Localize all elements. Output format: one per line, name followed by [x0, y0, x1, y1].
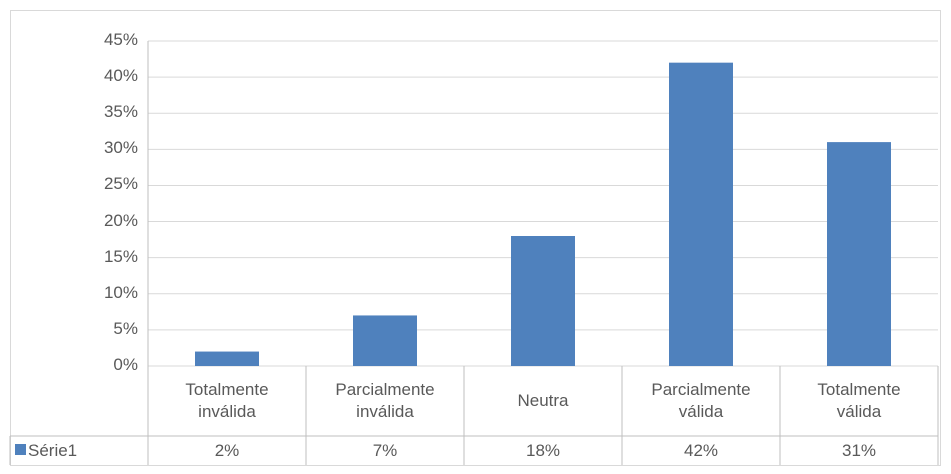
x-tick-label: Totalmente inválida — [185, 380, 269, 421]
y-tick-label: 30% — [103, 138, 138, 158]
y-tick-label: 5% — [113, 318, 138, 338]
x-tick-label: Totalmente válida — [817, 380, 901, 421]
data-table-value: 2% — [214, 440, 240, 460]
y-tick-label: 40% — [103, 66, 138, 86]
y-tick-label: 45% — [103, 30, 138, 49]
data-table-value: 7% — [372, 440, 398, 460]
legend-swatch — [15, 444, 26, 455]
data-table-value: 31% — [841, 440, 877, 460]
legend-label: Série1 — [28, 440, 78, 460]
bar — [195, 351, 259, 366]
y-tick-label: 25% — [103, 174, 138, 194]
y-tick-label: 10% — [103, 282, 138, 302]
data-table-value: 42% — [683, 440, 719, 460]
x-tick-label: Parcialmente válida — [651, 380, 751, 421]
bar — [827, 142, 891, 366]
bar — [669, 62, 733, 367]
x-tick-label: Neutra — [517, 391, 569, 410]
bar — [511, 236, 575, 366]
chart-border — [10, 10, 941, 466]
y-tick-label: 35% — [103, 102, 138, 122]
y-tick-label: 20% — [103, 210, 138, 230]
bar — [353, 315, 417, 366]
data-table-value: 18% — [525, 440, 561, 460]
y-tick-label: 0% — [113, 355, 138, 374]
x-tick-label: Parcialmente inválida — [335, 380, 435, 421]
y-tick-label: 15% — [103, 246, 138, 266]
